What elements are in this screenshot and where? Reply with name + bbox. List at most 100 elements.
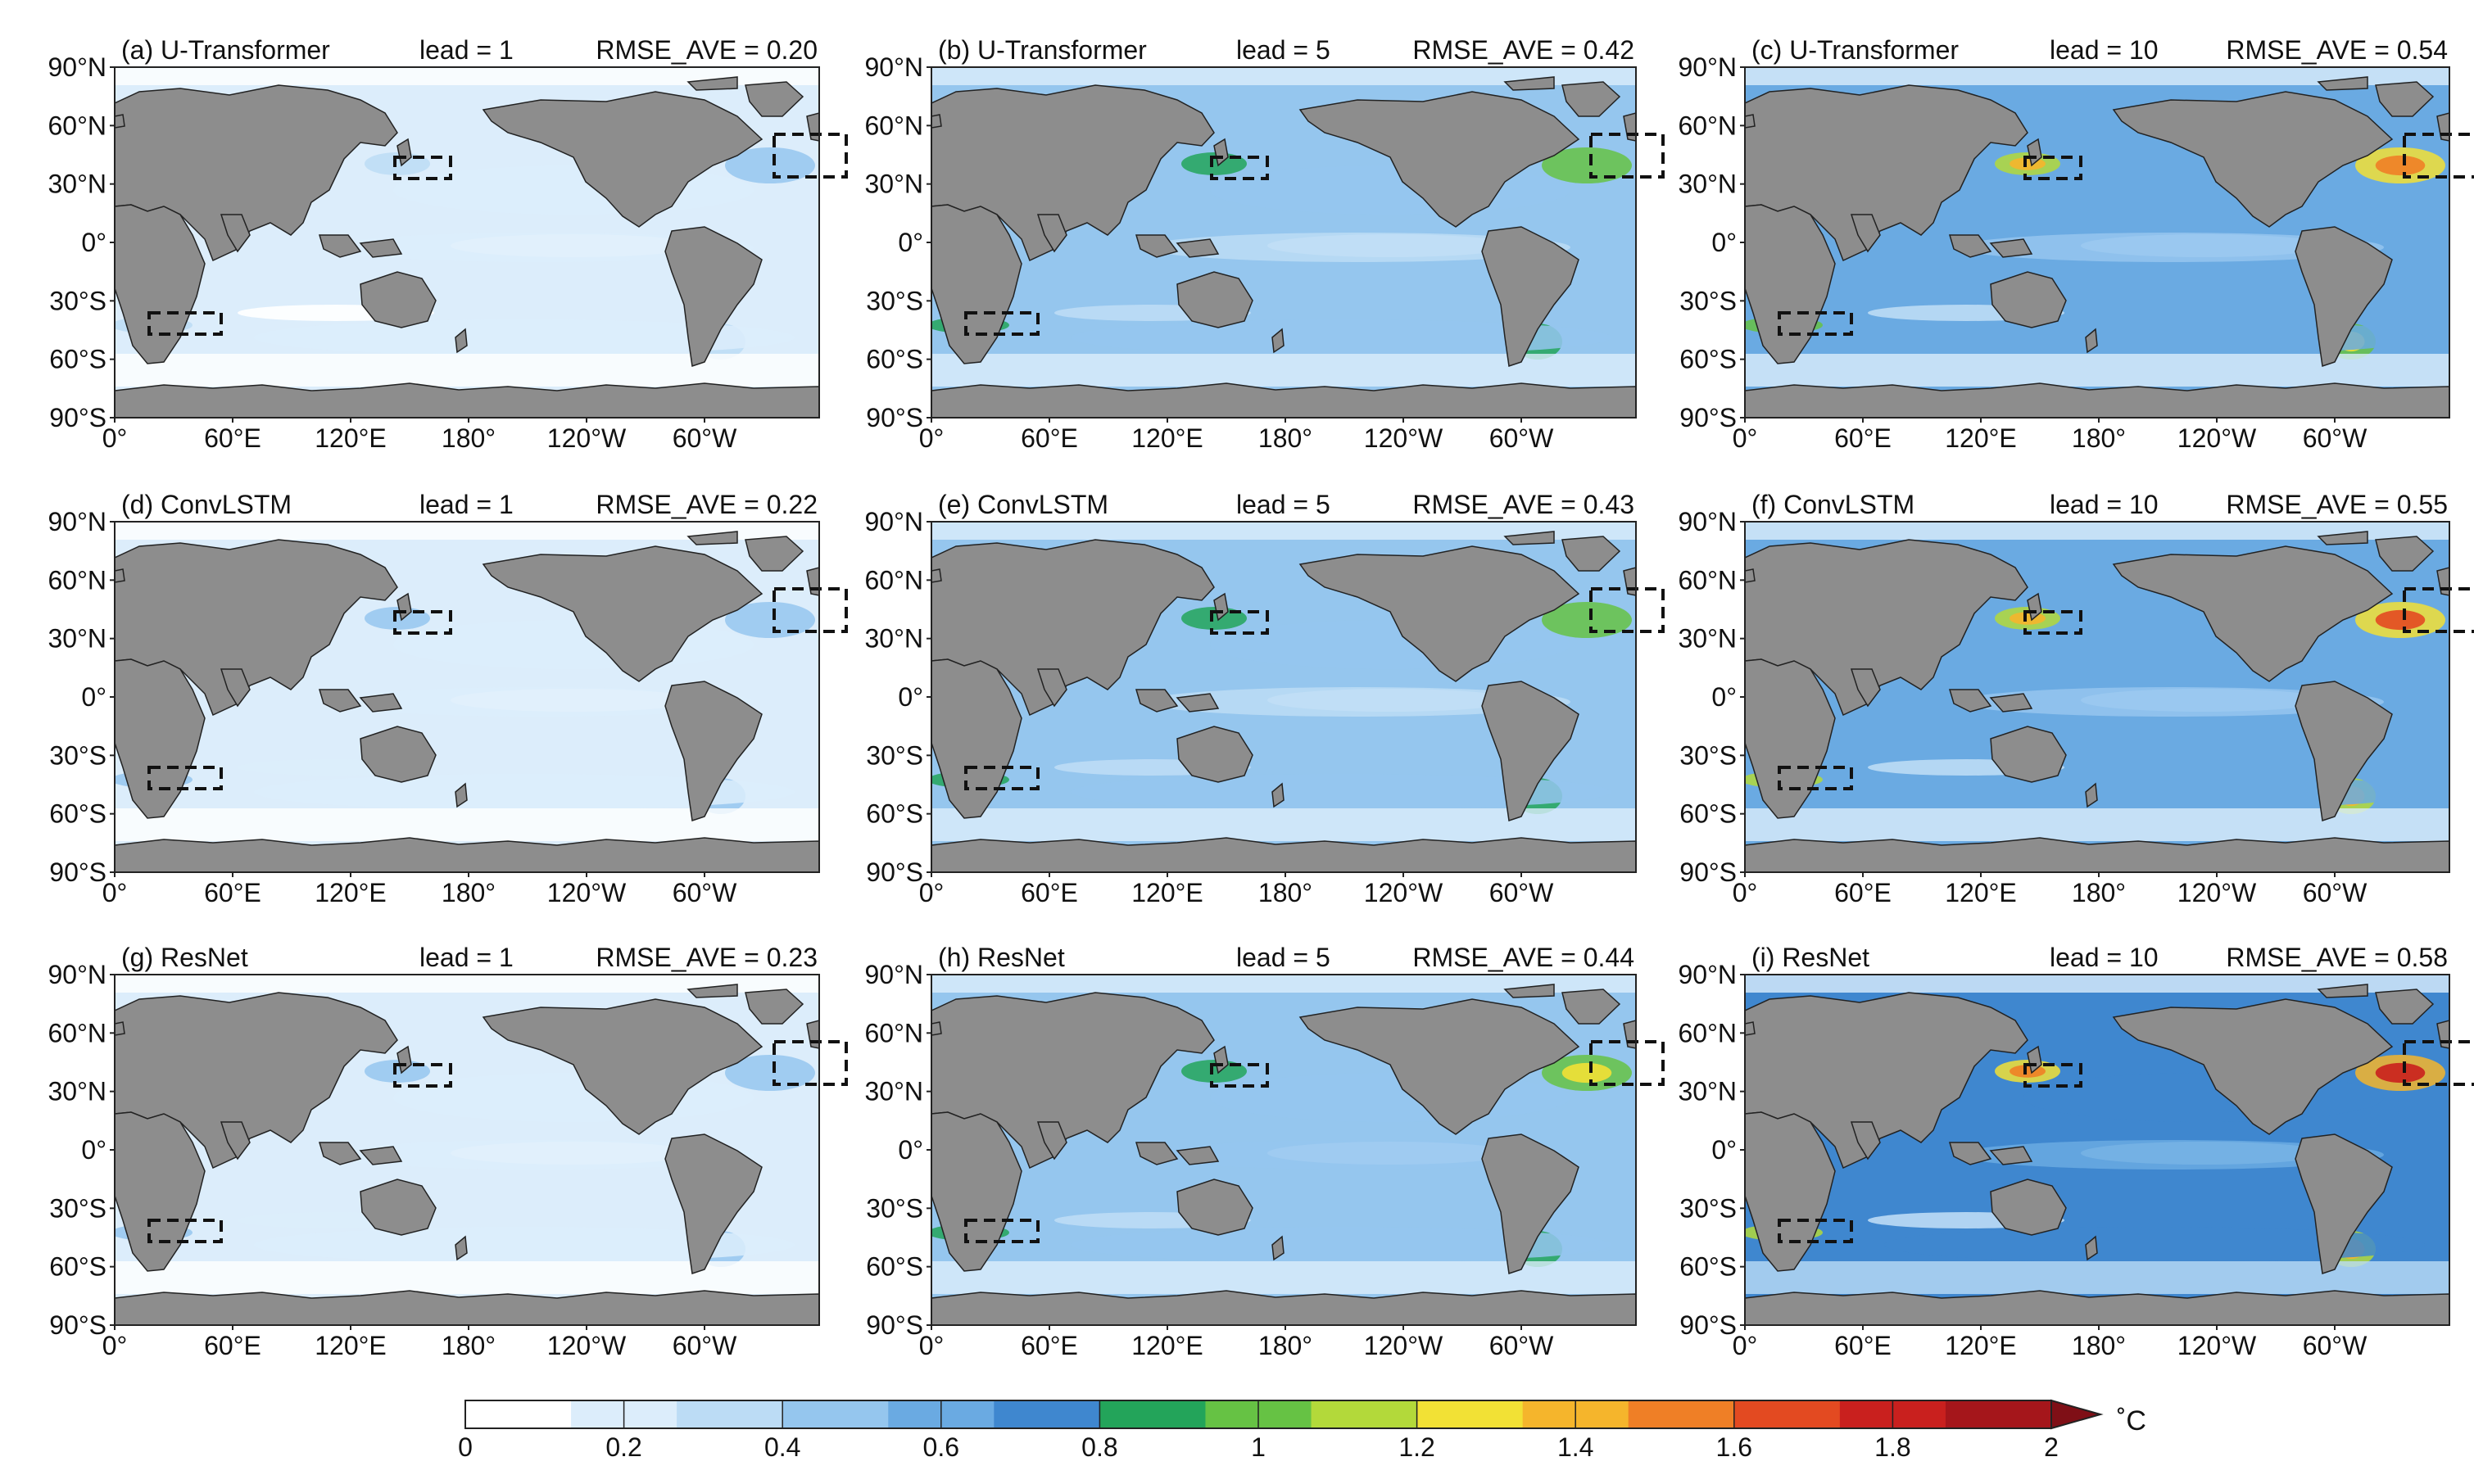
lat-tick-label: 30°N [48, 170, 107, 199]
lat-tick-label: 60°N [865, 565, 924, 595]
colorbar-segment [1945, 1400, 2052, 1428]
error-hotspot [725, 147, 815, 183]
map-panel: (i) ResNet lead = 10 RMSE_AVE = 0.58 90°N 60… [1679, 943, 2474, 1360]
colorbar-tick-label: 2 [2044, 1432, 2059, 1462]
lat-tick-label: 60°S [49, 345, 106, 374]
lon-tick-label: 60°E [1021, 1331, 1078, 1360]
lon-tick-label: 60°W [1489, 1331, 1554, 1360]
map-panel: (g) ResNet lead = 1 RMSE_AVE = 0.23 90°N 60°… [48, 943, 848, 1360]
region-box [2023, 156, 2082, 180]
rmse-label: RMSE_AVE = 0.55 [2226, 490, 2448, 519]
region-box [147, 766, 223, 790]
lon-tick-label: 120°W [547, 1331, 627, 1360]
lat-tick-label: 60°N [48, 1018, 107, 1047]
colorbar-segment [1733, 1400, 1841, 1428]
lead-label: lead = 1 [419, 35, 514, 65]
lon-tick-label: 60°W [1489, 878, 1554, 907]
lat-tick-label: 0° [1711, 228, 1737, 257]
lat-tick-label: 60°N [865, 111, 924, 140]
region-box [773, 1040, 848, 1086]
lon-tick-label: 120°W [2177, 878, 2257, 907]
colorbar-segment [465, 1400, 572, 1428]
lon-tick-label: 60°E [204, 1331, 261, 1360]
lat-tick-label: 90°S [1679, 403, 1737, 432]
region-box [1589, 587, 1665, 633]
lon-tick-label: 120°E [315, 878, 387, 907]
rmse-label: RMSE_AVE = 0.54 [2226, 35, 2448, 65]
lat-tick-label: 60°N [1679, 565, 1738, 595]
lon-tick-label: 180° [442, 878, 496, 907]
region-box [2023, 610, 2082, 635]
lat-tick-label: 30°S [1679, 286, 1737, 315]
region-box [773, 133, 848, 179]
error-hotspot [725, 602, 815, 638]
map-panel: (b) U-Transformer lead = 5 RMSE_AVE = 0.42… [865, 35, 1665, 453]
lon-tick-label: 60°W [673, 423, 737, 453]
lat-tick-label: 60°N [48, 111, 107, 140]
error-hotspot [1071, 319, 1611, 355]
lat-tick-label: 60°N [48, 565, 107, 595]
map-panel: (e) ConvLSTM lead = 5 RMSE_AVE = 0.43 90°N 6… [865, 490, 1665, 907]
lon-tick-label: 0° [1733, 878, 1758, 907]
lat-tick-label: 90°N [1679, 507, 1738, 536]
colorbar-tick-label: 0.6 [923, 1432, 959, 1462]
rmse-label: RMSE_AVE = 0.23 [596, 943, 818, 972]
lat-tick-label: 90°S [49, 403, 106, 432]
lead-label: lead = 5 [1236, 943, 1330, 972]
panel-label: (f) ConvLSTM [1751, 490, 1914, 519]
lat-tick-label: 60°N [1679, 111, 1738, 140]
colorbar-tick-label: 1.8 [1874, 1432, 1910, 1462]
lat-tick-label: 90°S [1679, 857, 1737, 887]
lon-tick-label: 60°E [1021, 423, 1078, 453]
error-hotspot [328, 233, 754, 262]
lon-tick-label: 180° [2072, 423, 2126, 453]
rmse-label: RMSE_AVE = 0.44 [1412, 943, 1634, 972]
lead-label: lead = 1 [419, 943, 514, 972]
lon-tick-label: 180° [442, 423, 496, 453]
lat-tick-label: 90°N [1679, 52, 1738, 82]
rmse-label: RMSE_AVE = 0.58 [2226, 943, 2448, 972]
lon-tick-label: 60°W [673, 878, 737, 907]
lon-tick-label: 180° [2072, 878, 2126, 907]
colorbar-tick-label: 0.4 [764, 1432, 800, 1462]
region-box [964, 311, 1040, 336]
lat-tick-label: 60°S [49, 1252, 106, 1282]
lon-tick-label: 60°E [204, 878, 261, 907]
map-panel: (d) ConvLSTM lead = 1 RMSE_AVE = 0.22 90°N 6… [48, 490, 848, 907]
region-box [1778, 766, 1853, 790]
region-box [147, 1219, 223, 1243]
error-hotspot [254, 319, 795, 355]
lon-tick-label: 60°E [1834, 1331, 1892, 1360]
lat-tick-label: 0° [1711, 1135, 1737, 1165]
lat-tick-label: 30°S [866, 286, 923, 315]
colorbar-tick-label: 1.2 [1398, 1432, 1434, 1462]
panel-label: (b) U-Transformer [938, 35, 1147, 65]
region-box [2403, 133, 2474, 179]
panels-layer: (a) U-Transformer lead = 1 RMSE_AVE = 0.20… [48, 35, 2474, 1360]
colorbar-tick-label: 1.6 [1716, 1432, 1752, 1462]
lon-tick-label: 0° [102, 423, 128, 453]
region-box [393, 610, 452, 635]
lat-tick-label: 90°N [48, 507, 107, 536]
lat-tick-label: 0° [898, 682, 923, 712]
region-box [1210, 156, 1269, 180]
lat-tick-label: 0° [81, 682, 106, 712]
lat-tick-label: 60°S [1679, 799, 1737, 829]
lead-label: lead = 10 [2050, 490, 2159, 519]
region-box [393, 1063, 452, 1088]
colorbar-segment [1416, 1400, 1524, 1428]
lat-tick-label: 60°S [49, 799, 106, 829]
lat-tick-label: 0° [81, 228, 106, 257]
lat-tick-label: 90°N [48, 960, 107, 989]
lon-tick-label: 120°E [1131, 878, 1203, 907]
region-box [2403, 1040, 2474, 1086]
lat-tick-label: 30°S [49, 286, 106, 315]
lat-tick-label: 90°S [866, 857, 923, 887]
lat-tick-label: 30°N [48, 624, 107, 654]
lon-tick-label: 120°W [547, 878, 627, 907]
panel-label: (c) U-Transformer [1751, 35, 1959, 65]
panel-label: (a) U-Transformer [121, 35, 330, 65]
lon-tick-label: 0° [1733, 423, 1758, 453]
map-panel: (f) ConvLSTM lead = 10 RMSE_AVE = 0.55 90°N… [1679, 490, 2474, 907]
lat-tick-label: 30°N [1679, 624, 1738, 654]
